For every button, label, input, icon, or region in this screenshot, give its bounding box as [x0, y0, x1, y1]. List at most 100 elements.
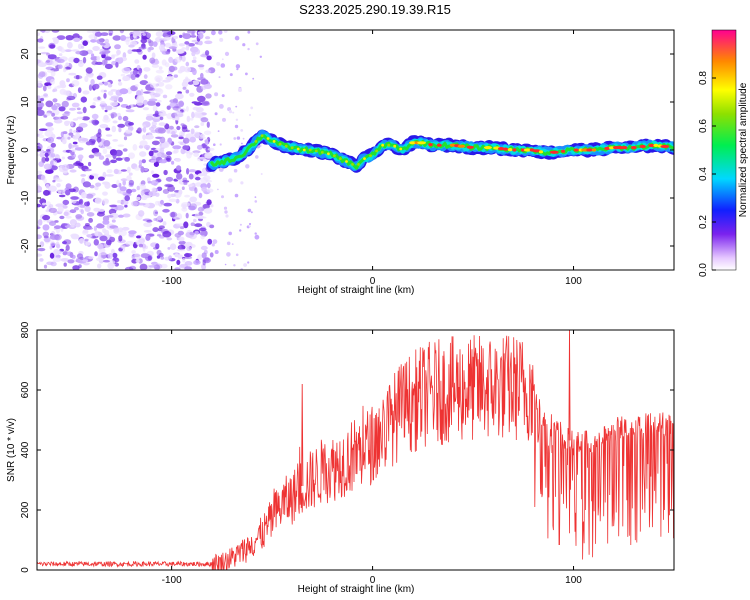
noise-blob [165, 50, 171, 55]
noise-blob [122, 213, 131, 218]
noise-blob [203, 207, 213, 214]
noise-blob [112, 139, 119, 142]
noise-blob [117, 144, 125, 147]
noise-blob [176, 223, 185, 226]
noise-blob [37, 109, 45, 116]
noise-dot [214, 92, 219, 97]
noise-blob [117, 214, 124, 218]
noise-blob [71, 223, 75, 228]
noise-blob [128, 152, 136, 159]
ridge-peak [660, 144, 670, 149]
noise-blob [110, 112, 118, 118]
noise-blob [95, 61, 104, 65]
noise-blob [80, 174, 87, 177]
noise-blob [184, 266, 192, 270]
ridge-peak [417, 141, 426, 145]
noise-blob [55, 177, 61, 181]
noise-blob [200, 234, 205, 240]
noise-blob [178, 100, 184, 108]
noise-blob [152, 227, 159, 233]
noise-blob [117, 200, 122, 204]
noise-blob [206, 55, 212, 61]
noise-blob [135, 48, 142, 53]
noise-blob [131, 250, 136, 254]
noise-blob [172, 145, 182, 150]
colorbar-ticks: 0.0 0.2 0.4 0.6 0.8 [698, 71, 716, 277]
noise-blob [174, 110, 184, 118]
noise-blob [67, 41, 73, 49]
noise-blob [110, 159, 117, 164]
noise-blob [160, 199, 164, 205]
noise-blob [193, 131, 200, 138]
noise-blob [155, 77, 161, 83]
noise-blob [115, 157, 123, 161]
noise-blob [166, 237, 173, 241]
noise-blob [90, 79, 95, 86]
noise-blob [85, 241, 91, 246]
noise-blob [50, 142, 56, 148]
noise-blob [102, 160, 111, 166]
noise-blob [123, 136, 128, 141]
noise-blob [46, 126, 54, 132]
noise-blob [53, 160, 58, 166]
noise-blob [191, 101, 199, 104]
noise-blob [188, 81, 194, 85]
noise-blob [59, 53, 63, 57]
noise-blob [174, 56, 182, 63]
noise-blob [99, 51, 107, 55]
noise-blob [84, 75, 89, 83]
noise-blob [164, 123, 170, 130]
noise-blob [188, 186, 196, 192]
noise-blob [136, 185, 140, 191]
noise-blob [94, 197, 102, 204]
noise-blob [205, 36, 211, 40]
snr-panel: 0 200 400 600 800 -100 0 100 Height of straigh… [6, 321, 675, 595]
noise-blob [106, 215, 114, 218]
noise-blob [65, 244, 70, 251]
noise-blob [88, 161, 92, 167]
noise-blob [111, 219, 116, 223]
noise-blob [43, 163, 52, 170]
noise-dot [255, 42, 259, 46]
noise-blob [205, 50, 210, 56]
noise-blob [65, 35, 74, 41]
noise-blob [190, 244, 196, 248]
noise-dot [219, 37, 224, 42]
noise-blob [37, 247, 46, 252]
noise-blob [181, 186, 185, 190]
noise-blob [122, 179, 126, 186]
height-x-tick-label: 100 [565, 276, 582, 287]
ridge-peak [586, 148, 593, 152]
noise-dot [211, 30, 216, 36]
noise-blob [119, 186, 127, 192]
snr-series [37, 330, 674, 570]
noise-blob [203, 83, 212, 89]
ridge-peak [604, 146, 611, 150]
noise-dot [218, 76, 221, 79]
noise-blob [200, 117, 209, 123]
noise-blob [88, 154, 95, 159]
noise-dot [259, 55, 262, 58]
colorbar-tick-label: 0.2 [698, 215, 709, 229]
noise-blob [118, 227, 123, 231]
noise-dot [245, 72, 248, 76]
noise-blob [109, 101, 119, 107]
noise-blob [45, 157, 50, 162]
noise-blob [171, 131, 176, 135]
noise-blob [145, 115, 154, 121]
noise-blob [173, 74, 178, 78]
noise-blob [142, 107, 149, 111]
noise-blob [131, 201, 139, 207]
noise-blob [153, 209, 159, 217]
noise-blob [189, 152, 194, 155]
noise-blob [123, 193, 132, 197]
noise-blob [178, 189, 183, 195]
noise-dot [233, 264, 236, 267]
noise-blob [149, 91, 155, 96]
noise-blob [184, 253, 193, 258]
noise-blob [47, 136, 55, 144]
noise-blob [197, 64, 205, 68]
noise-blob [45, 112, 51, 116]
noise-blob [104, 38, 109, 44]
noise-blob [70, 196, 79, 200]
